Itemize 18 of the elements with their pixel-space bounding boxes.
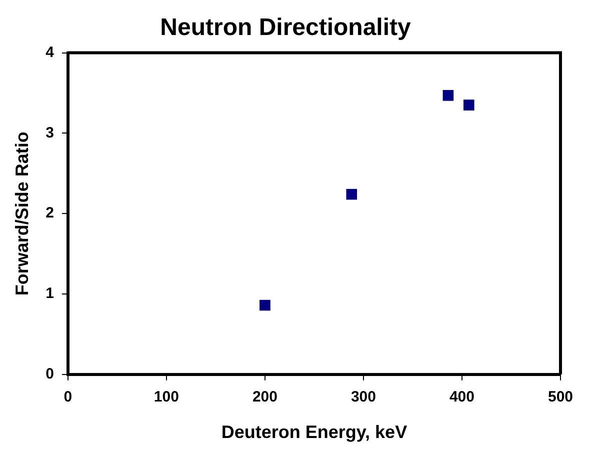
- x-tick-label: 500: [548, 388, 573, 406]
- y-tick-label: 2: [46, 204, 54, 222]
- point: [346, 188, 358, 200]
- x-tick-label: 300: [350, 388, 376, 406]
- x-tick-label: 100: [154, 388, 179, 406]
- y-tick-label: 3: [46, 124, 54, 142]
- x-tick-label: 200: [252, 388, 278, 406]
- y-tick-label: 4: [46, 44, 55, 61]
- x-axis-title: Deuteron Energy, keV: [221, 422, 408, 442]
- y-tick-label: 0: [46, 366, 54, 383]
- point: [462, 99, 475, 111]
- y-axis-title: Forward/Side Ratio: [12, 132, 32, 296]
- x-tick-label: 0: [64, 388, 72, 406]
- chart-title: Neutron Directionality: [160, 14, 412, 42]
- point: [259, 299, 271, 312]
- y-tick-label: 1: [46, 285, 54, 302]
- point: [442, 90, 454, 102]
- x-tick-label: 400: [449, 388, 474, 406]
